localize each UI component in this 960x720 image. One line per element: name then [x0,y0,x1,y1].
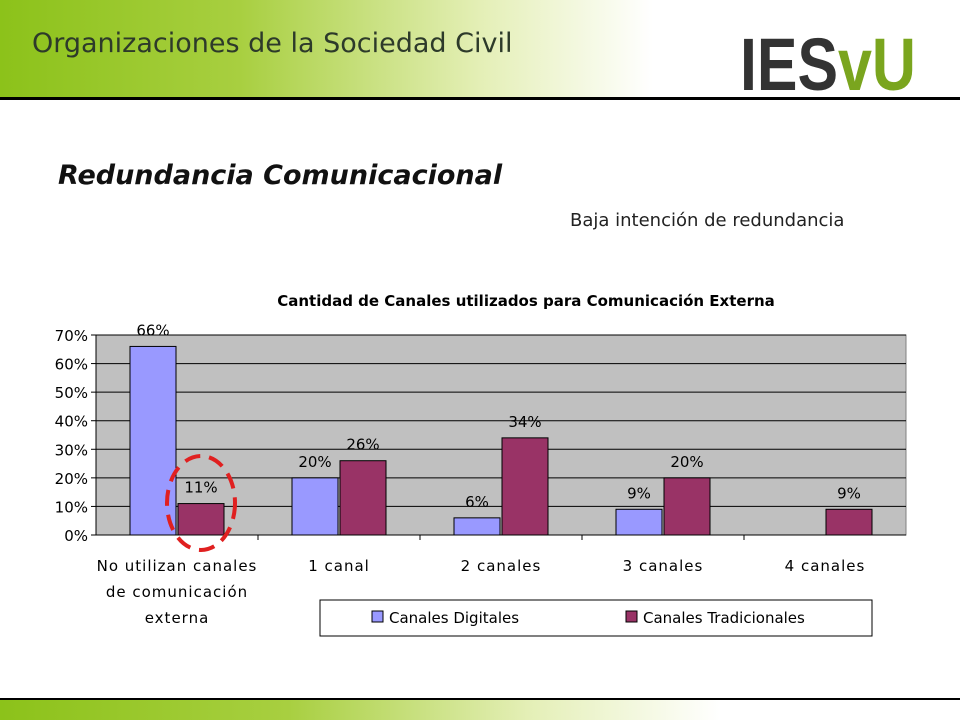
y-tick-label: 0% [64,527,88,545]
data-label: 6% [465,493,489,511]
slide-subtitle: Baja intención de redundancia [570,210,845,231]
bar [663,477,711,536]
x-tick-label: de comunicación [106,583,248,601]
page-header-title: Organizaciones de la Sociedad Civil [32,28,513,59]
bar [177,503,225,536]
legend-swatch [625,610,638,623]
data-label: 11% [184,479,217,497]
y-tick-label: 50% [55,384,88,402]
bar [129,345,177,536]
y-tick-label: 70% [55,327,88,345]
legend-swatch [371,610,384,623]
chart-title: Cantidad de Canales utilizados para Comu… [277,292,775,310]
data-label: 66% [136,321,169,339]
logo-text-vu: vU [838,23,916,94]
x-tick-label: 2 canales [461,557,542,575]
slide-title: Redundancia Comunicacional [58,160,503,191]
bar [825,508,873,536]
y-tick-label: 60% [55,356,88,374]
y-tick-label: 10% [55,498,88,516]
header-divider [0,97,960,100]
data-label: 9% [627,484,651,502]
x-tick-label: 1 canal [308,557,370,575]
footer-band [0,700,960,720]
x-tick-label: 3 canales [623,557,704,575]
y-tick-label: 40% [55,413,88,431]
bar [615,508,663,536]
legend-box [319,599,873,637]
legend-label: Canales Digitales [389,609,519,627]
data-label: 20% [670,453,703,471]
bar [339,460,387,536]
footer-divider [0,698,960,701]
x-tick-label: 4 canales [785,557,866,575]
legend-label: Canales Tradicionales [643,609,805,627]
y-tick-label: 30% [55,441,88,459]
x-tick-label: externa [145,609,210,627]
bar [291,477,339,536]
data-label: 9% [837,484,861,502]
logo-text-ies: IES [740,23,838,94]
data-label: 26% [346,436,379,454]
data-label: 34% [508,413,541,431]
x-tick-label: No utilizan canales [97,557,258,575]
iesvu-logo: IES vU [738,14,918,106]
plot-area [95,334,907,536]
y-tick-label: 20% [55,470,88,488]
bar [453,517,501,536]
header-band [0,0,960,98]
bar [501,437,549,536]
highlight-ellipse [165,454,237,552]
data-label: 20% [298,453,331,471]
